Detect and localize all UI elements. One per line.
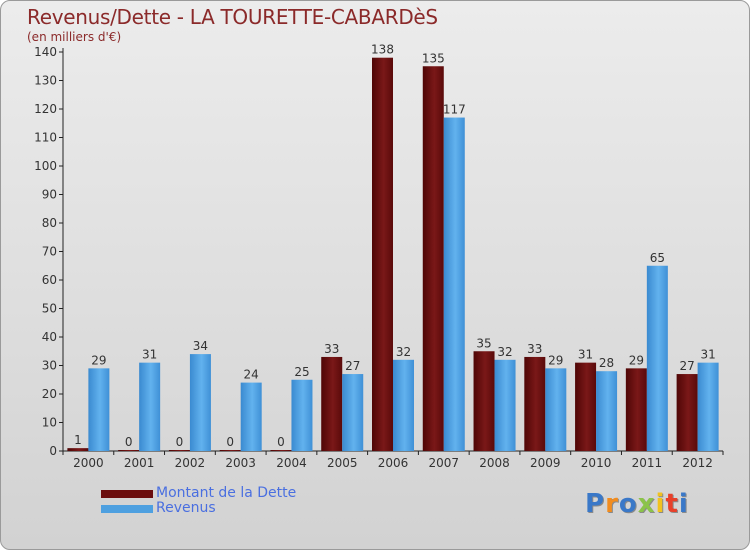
bar-debt-2012 xyxy=(676,374,698,451)
y-tick-label: 90 xyxy=(42,188,57,202)
bar-revenue-value-label: 29 xyxy=(91,353,106,367)
x-tick-label: 2009 xyxy=(530,456,561,470)
bar-revenue-2011 xyxy=(646,265,668,451)
logo-letter: t xyxy=(665,489,679,519)
y-tick-label: 100 xyxy=(34,159,57,173)
bar-debt-value-label: 135 xyxy=(422,51,445,65)
bar-revenue-value-label: 34 xyxy=(193,339,208,353)
y-tick-label: 70 xyxy=(42,245,57,259)
y-tick-label: 130 xyxy=(34,74,57,88)
bar-revenue-2010 xyxy=(596,371,618,451)
bar-debt-2000 xyxy=(67,448,89,451)
legend-swatch-debt xyxy=(101,490,153,498)
y-tick-label: 120 xyxy=(34,102,57,116)
bar-revenue-2006 xyxy=(393,359,414,451)
bar-debt-value-label: 0 xyxy=(125,435,133,449)
bar-debt-value-label: 33 xyxy=(324,342,339,356)
bar-revenue-value-label: 32 xyxy=(396,345,411,359)
bar-debt-2001 xyxy=(118,450,140,451)
bar-revenue-2008 xyxy=(494,359,516,451)
bar-debt-value-label: 33 xyxy=(527,342,542,356)
bar-revenue-2002 xyxy=(189,354,211,451)
bar-debt-value-label: 138 xyxy=(371,43,394,57)
chart-title: Revenus/Dette - LA TOURETTE-CABARDèS xyxy=(27,5,438,29)
bar-debt-2007 xyxy=(422,66,444,451)
bar-debt-2009 xyxy=(524,356,546,451)
bar-debt-value-label: 0 xyxy=(176,435,184,449)
bar-debt-value-label: 29 xyxy=(629,353,644,367)
bar-revenue-value-label: 25 xyxy=(294,365,309,379)
bar-debt-value-label: 31 xyxy=(578,348,593,362)
bar-debt-2008 xyxy=(473,351,495,451)
y-tick-label: 40 xyxy=(42,330,57,344)
bar-revenue-value-label: 31 xyxy=(142,348,157,362)
bar-revenue-value-label: 28 xyxy=(599,356,614,370)
x-tick-label: 2007 xyxy=(428,456,459,470)
x-tick-label: 2008 xyxy=(479,456,510,470)
bar-debt-value-label: 27 xyxy=(679,359,694,373)
y-tick-label: 10 xyxy=(42,416,57,430)
x-tick-label: 2006 xyxy=(378,456,409,470)
bar-revenue-2012 xyxy=(697,362,719,451)
x-tick-label: 2011 xyxy=(632,456,663,470)
y-tick-label: 20 xyxy=(42,387,57,401)
bar-revenue-value-label: 117 xyxy=(443,103,466,117)
x-tick-label: 2005 xyxy=(327,456,358,470)
bar-debt-value-label: 35 xyxy=(476,336,491,350)
x-tick-label: 2000 xyxy=(73,456,104,470)
bar-revenue-value-label: 24 xyxy=(244,368,259,382)
bar-revenue-value-label: 29 xyxy=(548,353,563,367)
y-tick-label: 30 xyxy=(42,359,57,373)
chart-subtitle: (en milliers d'€) xyxy=(27,30,122,44)
bar-debt-2004 xyxy=(270,450,292,451)
y-tick-label: 50 xyxy=(42,302,57,316)
x-tick-label: 2002 xyxy=(175,456,206,470)
bar-debt-2002 xyxy=(168,450,190,451)
bar-debt-value-label: 1 xyxy=(74,433,82,447)
y-tick-label: 110 xyxy=(34,131,57,145)
logo-letter: x xyxy=(637,489,656,519)
bar-revenue-value-label: 65 xyxy=(650,251,665,265)
logo-letter: r xyxy=(605,489,619,519)
logo-letter: i xyxy=(655,489,666,519)
y-tick-label: 60 xyxy=(42,273,57,287)
bar-revenue-2001 xyxy=(139,362,161,451)
bar-revenue-value-label: 27 xyxy=(345,359,360,373)
bar-revenue-2009 xyxy=(545,368,567,451)
y-tick-label: 0 xyxy=(49,444,57,458)
bar-revenue-2000 xyxy=(88,368,110,451)
logo-letter: o xyxy=(618,489,638,519)
x-tick-label: 2012 xyxy=(682,456,713,470)
x-tick-label: 2010 xyxy=(581,456,612,470)
bar-revenue-2004 xyxy=(291,379,313,451)
bar-debt-value-label: 0 xyxy=(277,435,285,449)
bar-debt-2003 xyxy=(219,450,241,451)
logo-letter: P xyxy=(585,489,606,519)
proxiti-logo: Proxiti xyxy=(585,489,689,519)
bar-revenue-value-label: 32 xyxy=(497,345,512,359)
bar-debt-value-label: 0 xyxy=(226,435,234,449)
bar-debt-2011 xyxy=(625,368,647,451)
y-tick-label: 80 xyxy=(42,216,57,230)
bar-revenue-value-label: 31 xyxy=(700,348,715,362)
bar-revenue-2003 xyxy=(240,382,262,451)
bar-debt-2010 xyxy=(575,362,597,451)
x-tick-label: 2004 xyxy=(276,456,307,470)
bar-revenue-2007 xyxy=(443,117,465,452)
bar-revenue-2005 xyxy=(342,374,364,451)
bar-debt-2006 xyxy=(372,57,393,451)
x-tick-label: 2003 xyxy=(225,456,256,470)
legend-label-debt: Montant de la Dette xyxy=(156,485,297,501)
logo-letter: i xyxy=(678,489,689,519)
legend-label-revenue: Revenus xyxy=(156,500,216,516)
legend-swatch-revenue xyxy=(101,505,153,513)
x-tick-label: 2001 xyxy=(124,456,155,470)
y-tick-label: 140 xyxy=(34,45,57,59)
bar-debt-2005 xyxy=(321,356,343,451)
